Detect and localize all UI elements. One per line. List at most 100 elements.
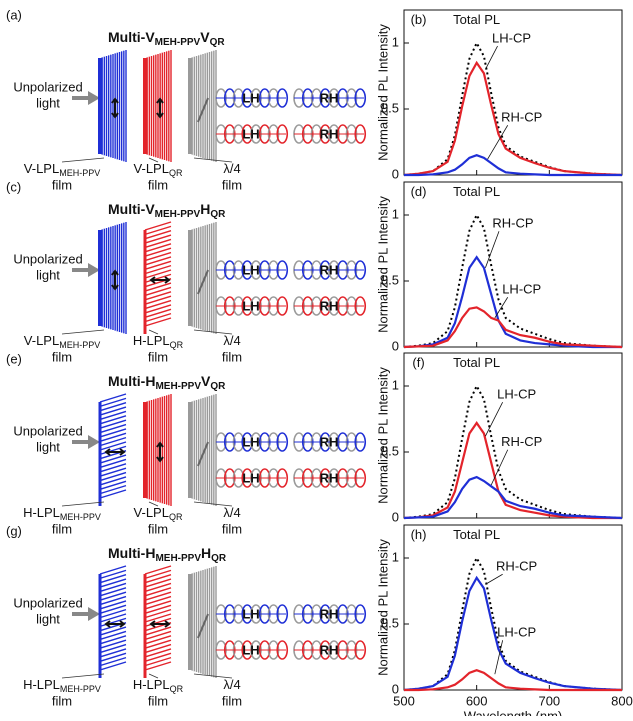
film-stripe (144, 312, 172, 323)
film-stripe (144, 260, 172, 270)
series-label: LH-CP (492, 30, 531, 45)
film-stripe (99, 397, 127, 408)
y-axis-label: Normalized PL Intensity (375, 539, 390, 676)
input-label: light (36, 439, 60, 454)
input-arrow-head (88, 263, 100, 277)
x-tick-label: 600 (466, 693, 488, 708)
title-part: H (200, 201, 210, 217)
film-stripe (99, 419, 127, 429)
helix-label: LH (242, 470, 259, 485)
film-leader (61, 157, 105, 163)
x-tick-label: 800 (611, 693, 633, 708)
film-stripe (99, 587, 127, 597)
title-part: Multi-V (108, 201, 155, 217)
film-label: λ/4 (223, 677, 240, 692)
film-stripe (99, 626, 127, 636)
label-pointer (494, 297, 509, 319)
film-stripe (99, 458, 127, 469)
title-part: Multi-V (108, 29, 155, 45)
y-tick-label: 0.5 (381, 615, 399, 630)
film-stripe (99, 595, 127, 606)
film-leader (148, 501, 159, 507)
series-label: RH-CP (496, 559, 537, 574)
helix-label: RH (320, 470, 339, 485)
film-subscript: MEH-PPV (59, 168, 100, 178)
film-stripe (144, 273, 172, 284)
input-label: light (36, 95, 60, 110)
film-stripe (99, 415, 127, 425)
film-stripe (144, 595, 172, 606)
film-subscript: QR (169, 512, 183, 522)
input-arrow-head (88, 91, 100, 105)
helix-label: RH (320, 298, 339, 313)
film-label: H-LPLMEH-PPV (23, 677, 101, 694)
film-stripe (99, 393, 127, 403)
film-stripe (99, 656, 127, 667)
film-label-line2: film (222, 349, 242, 364)
y-tick-label: 1 (392, 206, 399, 221)
film-stripe (99, 471, 127, 482)
film-label: V-LPLMEH-PPV (24, 333, 100, 350)
film-stripe (144, 264, 172, 275)
helix-label: LH (242, 262, 259, 277)
film-stripe (99, 410, 127, 421)
series-label: RH-CP (492, 216, 533, 231)
film-stripe (99, 635, 127, 645)
y-axis-label: Normalized PL Intensity (375, 196, 390, 333)
plot-frame (403, 9, 623, 176)
film-stripe (99, 604, 127, 614)
film-subscript: MEH-PPV (60, 684, 101, 694)
film-leader (61, 501, 105, 507)
series-line (403, 383, 623, 519)
film-stripe (144, 661, 172, 671)
film-leader (193, 673, 233, 679)
film-stripe (99, 432, 127, 442)
film-stripe (144, 286, 172, 297)
input-label: light (36, 611, 60, 626)
title-subscript: MEH-PPV (155, 381, 201, 392)
film-stripe (144, 582, 172, 593)
helix-label: LH (242, 90, 259, 105)
film-stripe (144, 291, 172, 301)
film-stripe (99, 423, 127, 434)
film-label: V-LPLQR (134, 505, 183, 522)
film-name: H-LPL (23, 505, 60, 520)
y-tick-label: 0 (392, 166, 399, 181)
film-stripe (144, 225, 172, 236)
film-stripe (99, 613, 127, 623)
input-label: Unpolarized (13, 595, 82, 610)
film-stripe (144, 604, 172, 614)
film-stripe (99, 639, 127, 649)
film-stripe (144, 613, 172, 623)
film-stripe (99, 445, 127, 456)
series-line (403, 306, 623, 349)
film-stripe (99, 476, 127, 486)
film-label: H-LPLQR (133, 333, 184, 350)
label-pointer (485, 231, 500, 268)
panel-label: (c) (6, 179, 21, 194)
film-name: λ/4 (223, 161, 240, 176)
y-tick-label: 0.5 (381, 272, 399, 287)
film-stripe (144, 269, 172, 279)
title-subscript: QR (210, 37, 226, 48)
title-subscript: MEH-PPV (155, 37, 201, 48)
film-stripe (99, 648, 127, 658)
quarter-wave-arrow (197, 97, 209, 123)
film-label-line2: film (222, 521, 242, 536)
film-stripe (144, 574, 172, 584)
title-subscript: QR (210, 381, 226, 392)
film-stripe (144, 656, 172, 667)
title-subscript: MEH-PPV (155, 553, 201, 564)
film-label-line2: film (148, 693, 168, 708)
film-stripe (144, 251, 172, 262)
x-tick-label: 500 (393, 693, 415, 708)
film-stripe (144, 304, 172, 314)
film-stripe (144, 243, 172, 253)
film-name: λ/4 (223, 505, 240, 520)
film-leader (61, 673, 105, 679)
series-label: RH-CP (501, 110, 542, 125)
film-label-line2: film (148, 177, 168, 192)
y-axis-label: Normalized PL Intensity (375, 24, 390, 161)
film-stripe (144, 282, 172, 292)
label-pointer (490, 449, 509, 486)
